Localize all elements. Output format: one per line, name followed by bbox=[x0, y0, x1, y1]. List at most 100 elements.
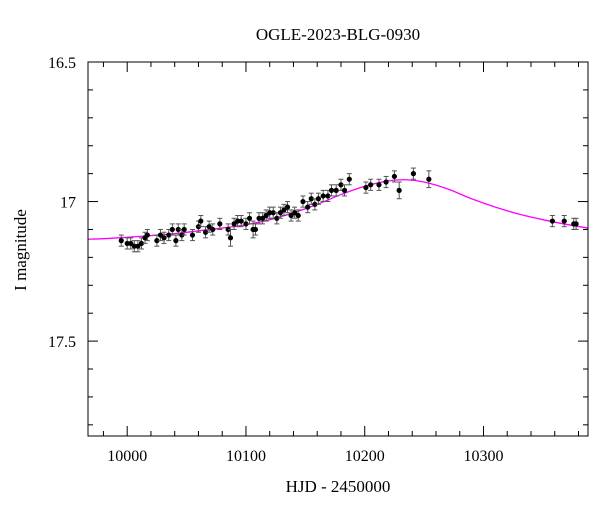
data-marker bbox=[277, 210, 283, 216]
data-point bbox=[426, 170, 432, 189]
data-point bbox=[181, 223, 187, 236]
data-marker bbox=[561, 218, 567, 224]
data-marker bbox=[338, 182, 344, 188]
data-marker bbox=[138, 240, 145, 247]
data-marker bbox=[166, 232, 172, 238]
data-marker bbox=[256, 215, 262, 221]
data-marker bbox=[305, 204, 311, 210]
data-point bbox=[312, 198, 318, 211]
data-point bbox=[173, 234, 179, 247]
data-marker bbox=[391, 173, 398, 180]
data-point bbox=[128, 237, 134, 250]
data-point bbox=[166, 228, 172, 242]
data-point bbox=[124, 237, 130, 250]
data-marker bbox=[173, 238, 179, 244]
data-marker bbox=[300, 198, 306, 205]
data-point bbox=[391, 170, 398, 183]
data-point bbox=[161, 231, 167, 244]
data-point bbox=[189, 228, 196, 242]
data-point bbox=[227, 228, 234, 247]
data-point bbox=[383, 175, 389, 189]
data-point bbox=[410, 167, 417, 180]
data-point bbox=[325, 189, 331, 203]
data-marker bbox=[210, 226, 216, 233]
data-marker bbox=[341, 187, 348, 193]
data-point bbox=[295, 209, 301, 222]
data-marker bbox=[308, 196, 314, 202]
data-point bbox=[206, 220, 212, 233]
data-point bbox=[292, 206, 298, 219]
data-marker bbox=[573, 221, 579, 227]
data-marker bbox=[426, 176, 432, 182]
data-marker bbox=[295, 212, 301, 219]
data-point bbox=[333, 184, 339, 197]
data-marker bbox=[154, 238, 160, 244]
data-marker bbox=[252, 226, 259, 233]
data-marker bbox=[124, 240, 130, 247]
data-marker bbox=[267, 210, 273, 216]
data-point bbox=[154, 234, 160, 247]
data-marker bbox=[292, 210, 298, 216]
data-point bbox=[277, 206, 283, 219]
points-layer bbox=[118, 167, 579, 253]
data-marker bbox=[227, 235, 234, 241]
data-point bbox=[210, 223, 216, 236]
data-point bbox=[259, 212, 266, 225]
data-point bbox=[346, 173, 352, 186]
data-point bbox=[198, 215, 204, 228]
y-axis-label: I magnitude bbox=[11, 209, 30, 291]
data-point bbox=[175, 223, 181, 236]
plot-frame bbox=[87, 61, 589, 437]
data-marker bbox=[383, 179, 389, 185]
x-tick-label: 10000 bbox=[107, 448, 147, 465]
data-marker bbox=[189, 232, 196, 238]
x-tick-label: 10300 bbox=[463, 448, 503, 465]
data-point bbox=[252, 223, 259, 236]
data-marker bbox=[131, 243, 137, 249]
data-marker bbox=[157, 232, 164, 238]
data-marker bbox=[315, 196, 322, 202]
data-marker bbox=[169, 226, 175, 233]
data-point bbox=[368, 178, 374, 191]
data-point bbox=[549, 215, 555, 228]
data-point bbox=[246, 212, 253, 225]
x-axis-label: HJD - 2450000 bbox=[286, 477, 391, 496]
data-point bbox=[341, 184, 348, 197]
data-marker bbox=[243, 221, 249, 227]
data-marker bbox=[175, 226, 181, 233]
data-marker bbox=[312, 201, 318, 207]
data-marker bbox=[144, 232, 150, 238]
data-marker bbox=[263, 212, 269, 219]
axes-layer: 10000 10100 10200 10300 16.5 17 17.5 bbox=[48, 55, 588, 465]
data-marker bbox=[181, 226, 187, 233]
data-marker bbox=[396, 187, 402, 193]
data-marker bbox=[202, 229, 209, 235]
data-marker bbox=[217, 221, 223, 227]
y-tick-label: 16.5 bbox=[48, 55, 76, 72]
data-point bbox=[284, 201, 291, 214]
data-marker bbox=[128, 240, 134, 247]
chart-title: OGLE-2023-BLG-0930 bbox=[256, 25, 420, 44]
data-point bbox=[328, 184, 335, 197]
data-marker bbox=[118, 238, 124, 244]
data-marker bbox=[231, 221, 237, 227]
data-marker bbox=[320, 193, 326, 199]
data-marker bbox=[235, 218, 241, 224]
data-point bbox=[118, 234, 124, 247]
data-point bbox=[270, 206, 276, 219]
data-marker bbox=[346, 176, 352, 182]
data-point bbox=[320, 189, 326, 203]
data-marker bbox=[325, 193, 331, 199]
data-marker bbox=[206, 224, 212, 230]
data-marker bbox=[161, 235, 167, 241]
data-point bbox=[376, 178, 382, 191]
data-point bbox=[144, 228, 150, 242]
data-point bbox=[231, 217, 237, 230]
data-marker bbox=[328, 187, 335, 193]
data-marker bbox=[549, 218, 555, 224]
data-point bbox=[363, 181, 369, 194]
data-point bbox=[157, 228, 164, 242]
x-tick-label: 10200 bbox=[345, 448, 385, 465]
